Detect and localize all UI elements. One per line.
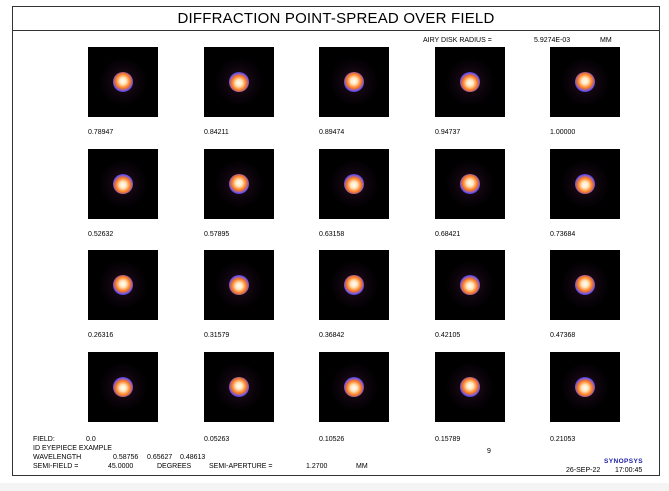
field-value-label: 0.84211 xyxy=(204,129,229,136)
field-value-label: 0.63158 xyxy=(319,231,345,238)
psf-tile xyxy=(88,250,158,320)
wavelength-3: 0.48613 xyxy=(180,454,206,461)
field-value-label: 0.15789 xyxy=(435,436,461,443)
field-value-label: 0.94737 xyxy=(435,129,461,136)
psf-spot xyxy=(575,72,595,92)
psf-tile xyxy=(319,352,389,422)
psf-tile xyxy=(319,149,389,219)
semi-field-value: 45.0000 xyxy=(108,463,134,470)
psf-tile xyxy=(204,352,274,422)
psf-spot xyxy=(344,275,364,295)
psf-tile xyxy=(204,250,274,320)
field-value-label: 0.89474 xyxy=(319,129,345,136)
psf-spot xyxy=(344,72,364,92)
psf-tile xyxy=(204,47,274,117)
field-value-label: 0.68421 xyxy=(435,231,461,238)
psf-spot xyxy=(344,377,364,397)
wavelength-label: WAVELENGTH xyxy=(33,454,82,461)
field-label: FIELD: xyxy=(33,436,55,443)
psf-spot xyxy=(113,377,133,397)
semi-aperture-unit: MM xyxy=(356,463,368,470)
psf-spot xyxy=(344,174,364,194)
wavelength-2: 0.65627 xyxy=(147,454,173,461)
psf-spot xyxy=(575,275,595,295)
semi-field-label: SEMI-FIELD = xyxy=(33,463,79,470)
field-value-label: 0.78947 xyxy=(88,129,114,136)
field-value-label: 0.36842 xyxy=(319,332,345,339)
plot-time: 17:00:45 xyxy=(615,467,643,474)
psf-spot xyxy=(229,174,249,194)
field-value-label: 0.52632 xyxy=(88,231,114,238)
semi-aperture-label: SEMI-APERTURE = xyxy=(209,463,273,470)
psf-spot xyxy=(113,72,133,92)
airy-radius-unit: MM xyxy=(600,37,612,44)
psf-tile xyxy=(550,352,620,422)
field-value-label: 0.42105 xyxy=(435,332,461,339)
psf-spot xyxy=(229,275,249,295)
psf-spot xyxy=(229,377,249,397)
field-value-label: 0.26316 xyxy=(88,332,114,339)
psf-tile xyxy=(204,149,274,219)
field-value-label: 0.57895 xyxy=(204,231,230,238)
wavelength-1: 0.58756 xyxy=(113,454,139,461)
psf-spot xyxy=(113,275,133,295)
psf-tile xyxy=(550,47,620,117)
psf-tile xyxy=(435,250,505,320)
psf-tile xyxy=(550,250,620,320)
psf-tile xyxy=(88,149,158,219)
plot-date: 26-SEP-22 xyxy=(566,467,601,474)
psf-tile xyxy=(550,149,620,219)
field-value-label: 0.47368 xyxy=(550,332,576,339)
psf-spot xyxy=(575,174,595,194)
psf-spot xyxy=(460,377,480,397)
psf-spot xyxy=(113,174,133,194)
field-value-label: 0.0 xyxy=(86,436,96,443)
window-bottom-strip xyxy=(0,483,669,491)
psf-tile xyxy=(319,250,389,320)
psf-tile xyxy=(88,352,158,422)
field-value-label: 1.00000 xyxy=(550,129,576,136)
field-value-label: 0.31579 xyxy=(204,332,230,339)
psf-spot xyxy=(575,377,595,397)
psf-spot xyxy=(460,275,480,295)
psf-tile xyxy=(435,352,505,422)
field-value-label: 0.21053 xyxy=(550,436,576,443)
field-value-label: 0.05263 xyxy=(204,436,230,443)
lens-name: ID EYEPIECE EXAMPLE xyxy=(33,445,112,452)
psf-spot xyxy=(460,72,480,92)
psf-spot xyxy=(460,174,480,194)
airy-radius-label: AIRY DISK RADIUS = xyxy=(423,37,492,44)
psf-tile xyxy=(435,47,505,117)
semi-aperture-value: 1.2700 xyxy=(306,463,328,470)
plot-title: DIFFRACTION POINT-SPREAD OVER FIELD xyxy=(13,7,659,31)
field-value-label: 0.73684 xyxy=(550,231,576,238)
airy-radius-value: 5.9274E-03 xyxy=(534,37,571,44)
psf-tile xyxy=(435,149,505,219)
field-value-label: 0.10526 xyxy=(319,436,345,443)
psf-spot xyxy=(229,72,249,92)
psf-tile xyxy=(88,47,158,117)
brand-logo: SYNOPSYS xyxy=(604,458,643,465)
semi-field-unit: DEGREES xyxy=(157,463,192,470)
footer-marker: 9 xyxy=(487,448,491,455)
psf-tile xyxy=(319,47,389,117)
